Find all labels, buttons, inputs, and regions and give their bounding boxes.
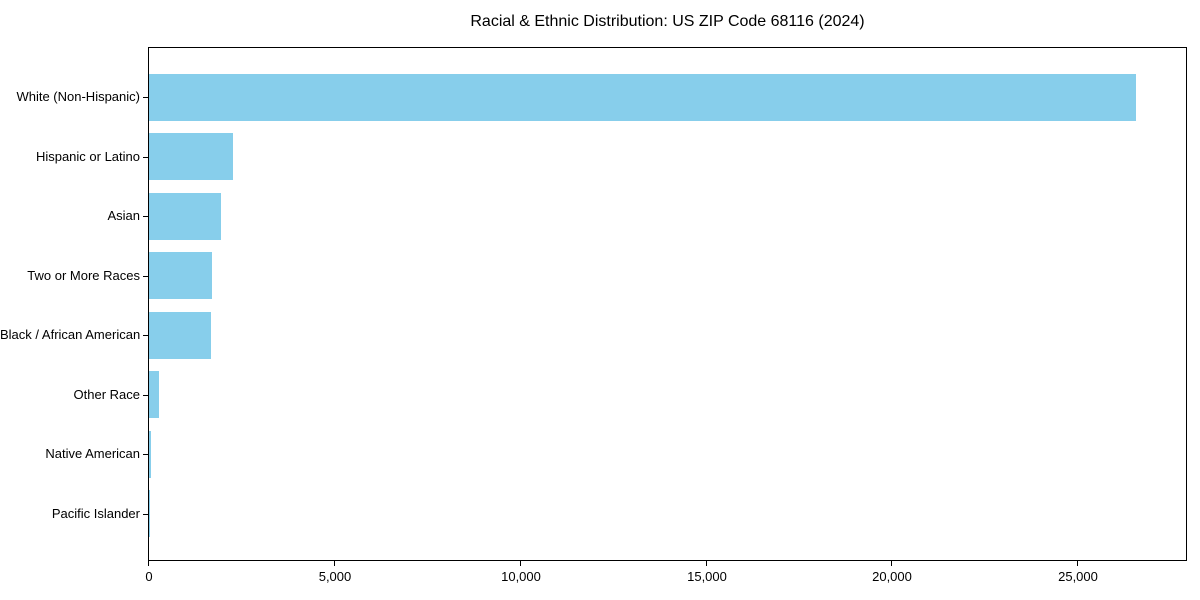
x-axis-label: 25,000 xyxy=(1058,569,1098,584)
y-axis-tick xyxy=(143,454,148,455)
y-axis-label: Asian xyxy=(107,208,140,223)
x-axis-label: 10,000 xyxy=(501,569,541,584)
y-axis-label: White (Non-Hispanic) xyxy=(16,89,140,104)
y-axis-tick xyxy=(143,335,148,336)
x-axis-tick xyxy=(706,561,707,566)
bar-6 xyxy=(149,371,160,418)
y-axis-label: Native American xyxy=(45,446,140,461)
y-axis-label: Black / African American xyxy=(0,327,141,342)
bar-5 xyxy=(149,311,212,359)
bar-4 xyxy=(149,252,213,299)
y-axis-tick xyxy=(143,97,148,98)
bar-2 xyxy=(149,133,233,180)
x-axis-tick xyxy=(520,561,521,566)
y-axis-tick xyxy=(143,216,148,217)
chart-title: Racial & Ethnic Distribution: US ZIP Cod… xyxy=(470,13,865,30)
x-axis-label: 20,000 xyxy=(872,569,912,584)
y-axis-tick xyxy=(143,157,148,158)
bar-1 xyxy=(149,73,1137,121)
y-axis-label: Hispanic or Latino xyxy=(35,149,140,164)
x-axis-tick xyxy=(334,561,335,566)
bar-3 xyxy=(149,192,222,240)
x-axis-tick xyxy=(891,561,892,566)
y-axis-tick xyxy=(143,395,148,396)
x-axis-tick xyxy=(148,561,149,566)
y-axis-tick xyxy=(143,276,148,277)
x-axis-label: 5,000 xyxy=(318,569,352,584)
y-axis-tick xyxy=(143,514,148,515)
x-axis-label: 15,000 xyxy=(687,569,727,584)
plot-area xyxy=(148,47,1187,561)
x-axis-label: 0 xyxy=(145,569,153,584)
y-axis-label: Other Race xyxy=(73,387,140,402)
x-axis-tick xyxy=(1077,561,1078,566)
bar-7 xyxy=(149,430,151,478)
y-axis-label: Two or More Races xyxy=(27,268,140,283)
y-axis-label: Pacific Islander xyxy=(51,506,140,521)
bar-8 xyxy=(149,490,150,537)
